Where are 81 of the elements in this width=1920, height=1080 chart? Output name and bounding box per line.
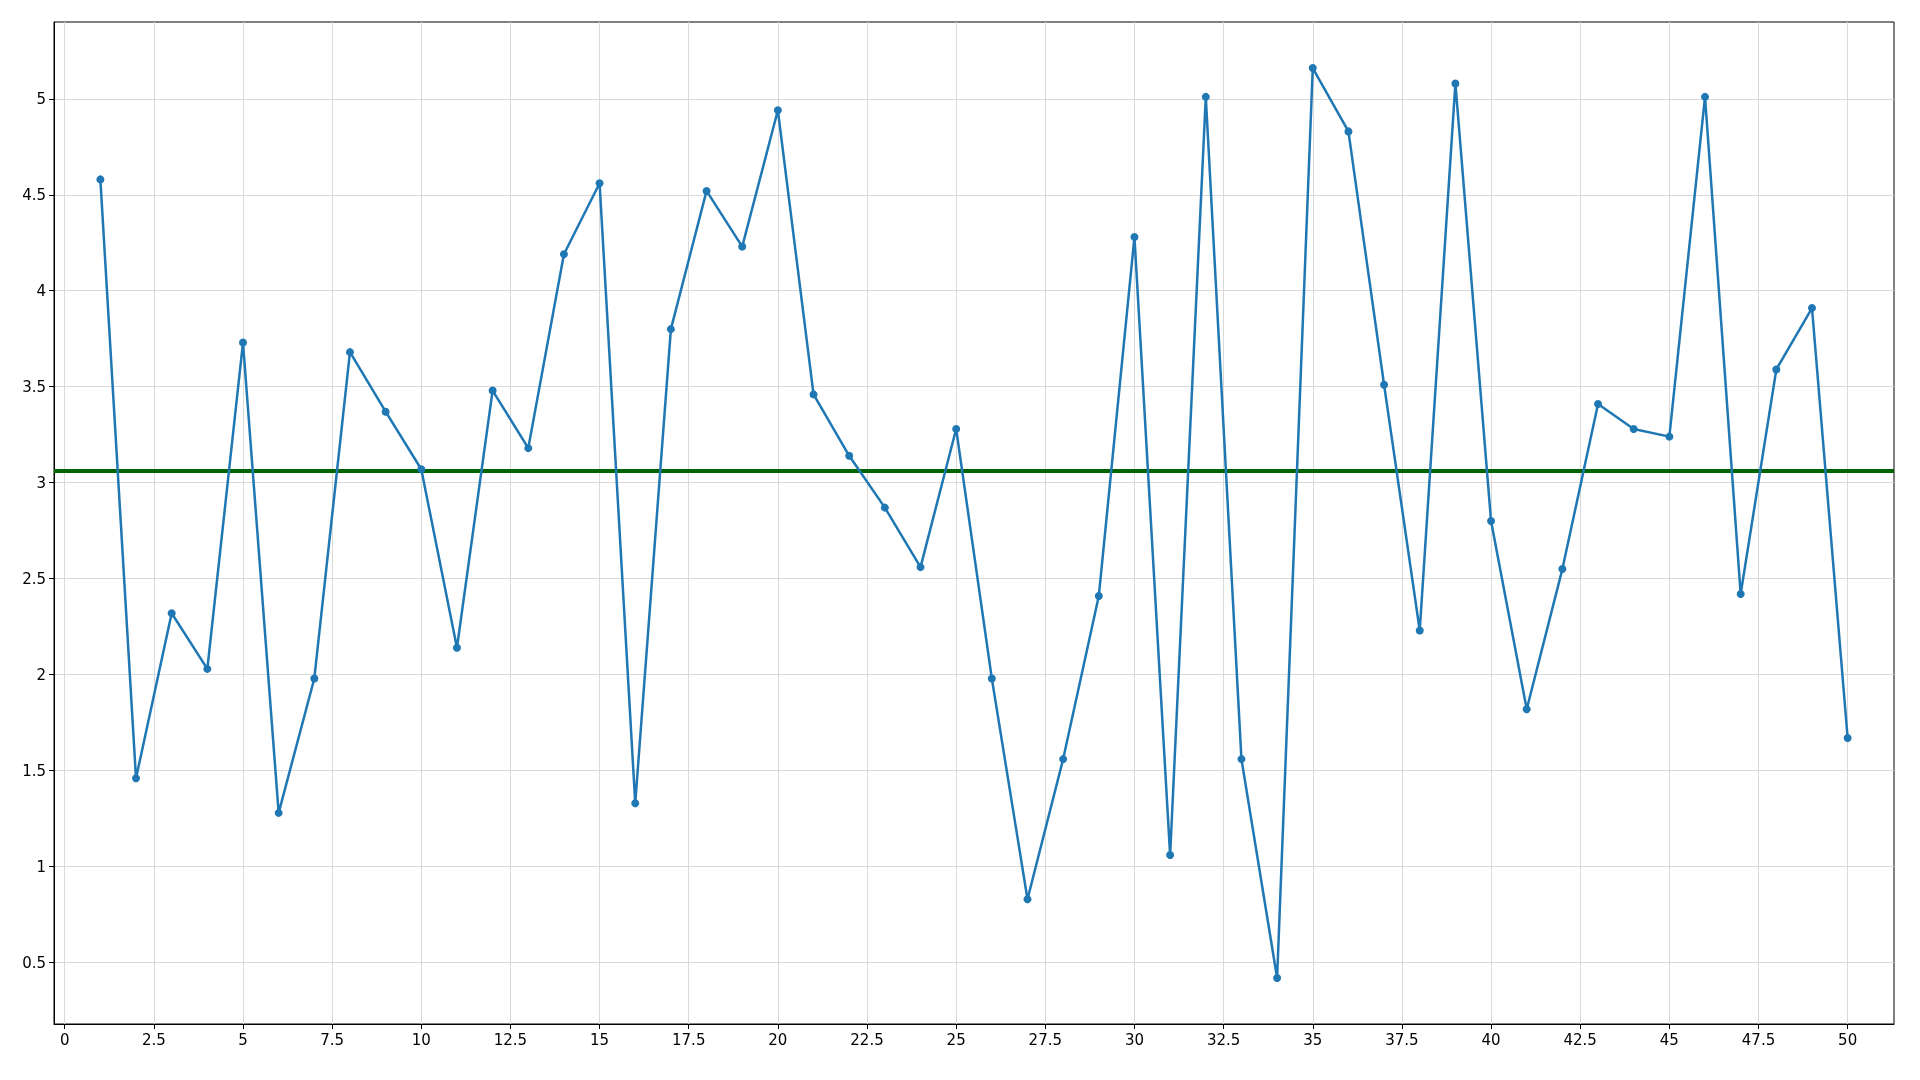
point	[1594, 399, 1603, 408]
point	[916, 563, 925, 572]
point	[1166, 851, 1175, 860]
point	[488, 386, 497, 395]
x-tick-label: 20	[768, 1030, 788, 1049]
x-tick-label: 12.5	[493, 1030, 528, 1049]
point	[1451, 79, 1460, 88]
point	[595, 179, 604, 188]
point	[559, 250, 568, 259]
x-tick-label: 22.5	[850, 1030, 884, 1049]
point	[1843, 733, 1852, 742]
x-tick-label: 47.5	[1741, 1030, 1776, 1049]
point	[809, 390, 818, 399]
point	[1558, 565, 1567, 574]
point	[1237, 755, 1246, 764]
point	[1665, 432, 1674, 441]
point	[738, 242, 747, 251]
point	[381, 407, 390, 416]
point	[845, 451, 854, 460]
x-tick-label: 25	[946, 1030, 966, 1049]
point	[1344, 127, 1353, 136]
y-tick-label: 0.5	[22, 953, 46, 972]
x-tick-label: 10	[411, 1030, 431, 1049]
x-tick-label: 30	[1124, 1030, 1145, 1049]
point	[1807, 304, 1816, 313]
point	[96, 175, 105, 184]
point	[1629, 424, 1638, 433]
point	[1701, 92, 1710, 101]
x-tick-label: 2.5	[141, 1030, 166, 1049]
x-tick-label: 15	[590, 1030, 610, 1049]
point	[880, 503, 889, 512]
point	[239, 338, 247, 347]
point	[1772, 365, 1781, 374]
point	[952, 424, 961, 433]
y-tick-label: 5	[36, 89, 46, 108]
point	[1094, 591, 1103, 600]
point	[773, 106, 782, 115]
point	[1487, 517, 1496, 526]
point	[167, 609, 176, 618]
point	[666, 325, 675, 334]
point	[524, 444, 533, 453]
x-tick-label: 50	[1838, 1030, 1858, 1049]
point	[310, 674, 319, 683]
point	[132, 774, 141, 783]
point	[1736, 590, 1745, 599]
point	[1380, 380, 1389, 389]
point	[1522, 705, 1531, 714]
x-tick-label: 0	[59, 1030, 70, 1049]
x-tick-label: 27.5	[1028, 1030, 1063, 1049]
point	[1415, 626, 1424, 635]
point	[631, 799, 640, 808]
point	[417, 465, 426, 474]
point	[274, 808, 283, 817]
point	[987, 674, 996, 683]
y-tick-label: 1	[36, 857, 46, 876]
x-tick-label: 32.5	[1206, 1030, 1241, 1049]
x-tick-label: 37.5	[1385, 1030, 1419, 1049]
x-tick-label: 40	[1481, 1030, 1501, 1049]
y-tick-label: 2	[36, 665, 46, 684]
point	[452, 643, 461, 652]
y-tick-label: 2.5	[22, 569, 46, 588]
x-tick-label: 17.5	[672, 1030, 706, 1049]
point	[1201, 92, 1210, 101]
x-tick-label: 35	[1303, 1030, 1323, 1049]
x-tick-label: 45	[1659, 1030, 1679, 1049]
x-tick-label: 5	[238, 1030, 248, 1049]
point	[203, 664, 212, 673]
point	[1130, 232, 1139, 241]
point	[1308, 64, 1317, 73]
x-tick-label: 42.5	[1563, 1030, 1597, 1049]
x-tick-label: 7.5	[320, 1030, 345, 1049]
point	[345, 348, 354, 357]
point	[1273, 973, 1282, 982]
point	[702, 186, 711, 195]
point	[1023, 895, 1032, 904]
y-tick-label: 3.5	[22, 377, 46, 396]
y-tick-label: 1.5	[22, 761, 46, 780]
y-tick-label: 3	[36, 473, 46, 492]
y-tick-label: 4	[36, 281, 46, 300]
y-tick-label: 4.5	[22, 185, 46, 204]
point	[1059, 755, 1068, 764]
